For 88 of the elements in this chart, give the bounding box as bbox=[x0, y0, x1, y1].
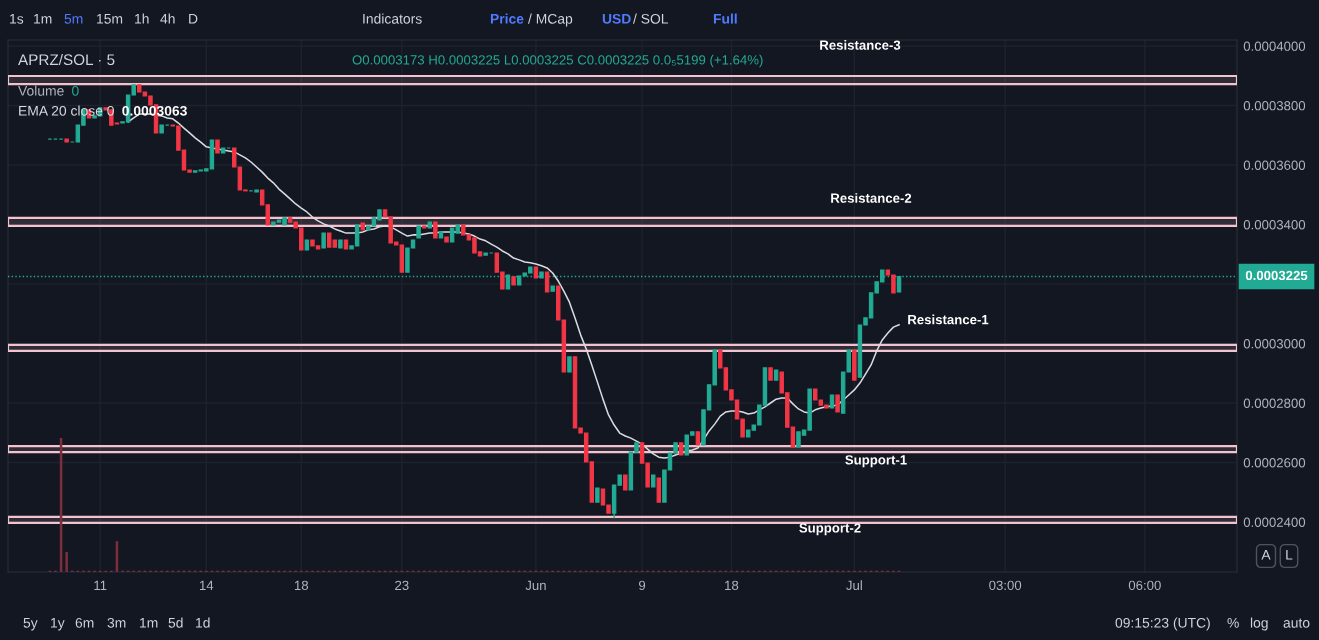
candlestick bbox=[829, 394, 835, 409]
band-label: Support-2 bbox=[799, 523, 861, 536]
candlestick bbox=[695, 431, 701, 446]
band-label: Resistance-1 bbox=[908, 314, 989, 325]
candlestick bbox=[215, 139, 220, 154]
bar bbox=[65, 551, 68, 572]
candlestick bbox=[567, 356, 572, 373]
x-tick-label: 14 bbox=[199, 580, 214, 590]
candlestick bbox=[416, 225, 421, 239]
candlestick bbox=[438, 231, 444, 239]
y-tick-label: 0.0003400 bbox=[1243, 220, 1306, 230]
y-tick-label: 0.0003600 bbox=[1243, 160, 1306, 170]
x-tick-label: 06:00 bbox=[1128, 580, 1161, 591]
candlestick bbox=[433, 221, 438, 239]
chart-title: Volume bbox=[18, 85, 64, 96]
x-tick-label: Jun bbox=[525, 580, 546, 591]
text: L bbox=[1286, 550, 1293, 560]
text: 5y bbox=[23, 618, 38, 631]
text: O0.0003173 H0.0003225 L0.0003225 C0.0003225 0.0₅5199 (+1.64%) bbox=[352, 54, 763, 68]
annotation: 0 bbox=[72, 85, 79, 96]
candlestick bbox=[544, 271, 550, 293]
candlestick bbox=[511, 276, 516, 286]
x-tick-label: 9 bbox=[639, 580, 646, 591]
y-tick-label: 0.0003000 bbox=[1243, 339, 1306, 349]
x-tick-label: Jul bbox=[846, 580, 862, 591]
candlestick bbox=[343, 239, 349, 250]
candlestick bbox=[835, 394, 840, 413]
text: A bbox=[1261, 550, 1271, 560]
band-label: Support-1 bbox=[845, 455, 907, 468]
text: 5m bbox=[64, 14, 83, 24]
text: Full bbox=[713, 13, 737, 24]
band-label: Resistance-2 bbox=[831, 193, 912, 203]
text: 5d bbox=[168, 617, 183, 628]
y-tick-label: 0.0002800 bbox=[1243, 398, 1306, 408]
text: / SOL bbox=[633, 13, 669, 24]
band-label: Resistance-3 bbox=[820, 40, 901, 50]
text: D bbox=[189, 14, 198, 24]
candlestick bbox=[595, 487, 600, 503]
candlestick bbox=[483, 252, 488, 256]
y-tick-label: 0.0002600 bbox=[1243, 458, 1306, 468]
candlestick bbox=[444, 236, 449, 243]
text: auto bbox=[1283, 618, 1310, 628]
x-tick-label: 18 bbox=[725, 580, 739, 591]
text: 1s bbox=[10, 14, 24, 24]
text: Price bbox=[490, 13, 524, 24]
candlestick bbox=[360, 222, 365, 231]
text: 6m bbox=[75, 617, 94, 628]
candlestick bbox=[533, 266, 539, 279]
text: 09:15:23 (UTC) bbox=[1115, 617, 1210, 631]
y-tick-label: 0.0003800 bbox=[1243, 101, 1306, 111]
text: 3m bbox=[107, 617, 126, 628]
candlestick bbox=[678, 442, 684, 456]
y-tick-label: 0.0004000 bbox=[1243, 41, 1306, 51]
candlestick bbox=[623, 474, 628, 491]
text: 4h bbox=[160, 13, 175, 24]
text: 1y bbox=[51, 618, 65, 631]
candlestick bbox=[321, 232, 326, 249]
candlestick bbox=[159, 124, 164, 134]
text: 15m bbox=[97, 14, 123, 24]
x-tick-label: 03:00 bbox=[989, 580, 1022, 591]
candlestick bbox=[550, 285, 555, 292]
ref-line-label: 0.0003225 bbox=[1245, 270, 1308, 281]
candlestick bbox=[220, 147, 226, 154]
text: USD bbox=[602, 13, 631, 24]
candlestick bbox=[427, 221, 433, 229]
text: 1m bbox=[140, 618, 158, 628]
candlestick bbox=[64, 138, 69, 143]
x-tick-label: 23 bbox=[395, 580, 409, 591]
text: / MCap bbox=[528, 13, 573, 27]
text: % bbox=[1227, 617, 1239, 628]
candlestick bbox=[103, 107, 108, 111]
text: log bbox=[1250, 617, 1268, 631]
x-tick-label: 11 bbox=[94, 580, 107, 590]
candlestick bbox=[338, 239, 343, 249]
candlestick bbox=[421, 225, 427, 229]
candlestick bbox=[773, 369, 779, 381]
text: 1d bbox=[196, 617, 210, 628]
y-tick-label: 0.0002400 bbox=[1243, 517, 1306, 527]
x-tick-label: 18 bbox=[294, 580, 309, 591]
candlestick bbox=[650, 474, 656, 488]
text: APRZ/SOL · 5 bbox=[18, 53, 115, 66]
candlestick bbox=[852, 349, 857, 381]
candlestick bbox=[656, 477, 662, 503]
text: 1m bbox=[34, 14, 52, 24]
candlestick bbox=[768, 367, 773, 381]
text: Indicators bbox=[363, 13, 422, 24]
candlestick bbox=[304, 239, 310, 251]
text: 1h bbox=[135, 13, 149, 24]
